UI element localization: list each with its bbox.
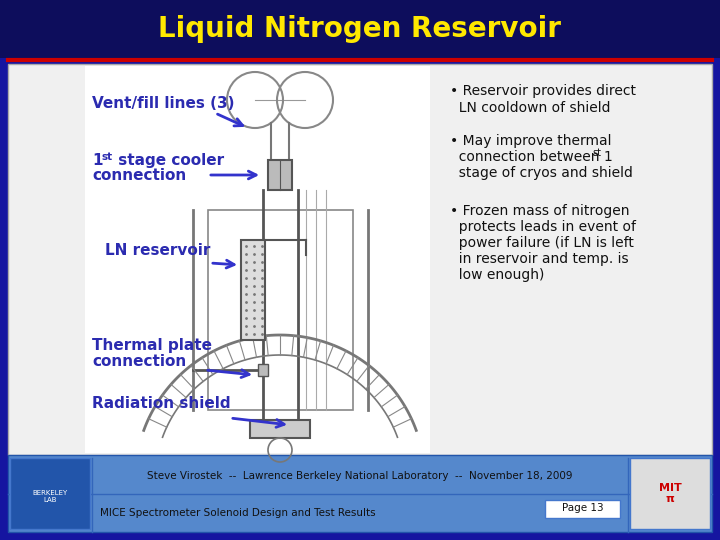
Bar xyxy=(10,458,90,529)
Text: • May improve thermal: • May improve thermal xyxy=(450,134,611,148)
Text: connection: connection xyxy=(92,168,186,183)
Bar xyxy=(268,160,292,190)
Text: LN cooldown of shield: LN cooldown of shield xyxy=(450,101,611,115)
Bar xyxy=(8,64,712,455)
Bar xyxy=(8,455,712,532)
Text: Steve Virostek  --  Lawrence Berkeley National Laboratory  --  November 18, 2009: Steve Virostek -- Lawrence Berkeley Nati… xyxy=(148,471,572,481)
Text: connection: connection xyxy=(92,354,186,369)
Text: MIT
π: MIT π xyxy=(659,483,681,504)
Text: stage of cryos and shield: stage of cryos and shield xyxy=(450,166,633,180)
Text: Radiation shield: Radiation shield xyxy=(92,396,230,411)
Bar xyxy=(630,458,710,529)
Text: Thermal plate: Thermal plate xyxy=(92,338,212,353)
Text: Page 13: Page 13 xyxy=(562,503,604,512)
Text: MICE Spectrometer Solenoid Design and Test Results: MICE Spectrometer Solenoid Design and Te… xyxy=(100,508,376,518)
Bar xyxy=(85,66,430,453)
Text: st: st xyxy=(101,152,112,162)
Text: LN reservoir: LN reservoir xyxy=(105,243,210,258)
Text: st: st xyxy=(592,148,601,158)
Text: Liquid Nitrogen Reservoir: Liquid Nitrogen Reservoir xyxy=(158,15,562,43)
Text: stage cooler: stage cooler xyxy=(113,153,224,168)
Bar xyxy=(0,0,720,58)
Text: Vent/fill lines (3): Vent/fill lines (3) xyxy=(92,96,235,111)
Text: in reservoir and temp. is: in reservoir and temp. is xyxy=(450,252,629,266)
Text: 1: 1 xyxy=(92,153,102,168)
Text: connection between 1: connection between 1 xyxy=(450,150,613,164)
Text: low enough): low enough) xyxy=(450,268,544,282)
Text: power failure (if LN is left: power failure (if LN is left xyxy=(450,236,634,250)
Text: protects leads in event of: protects leads in event of xyxy=(450,220,636,234)
Text: • Frozen mass of nitrogen: • Frozen mass of nitrogen xyxy=(450,204,629,218)
Text: BERKELEY
LAB: BERKELEY LAB xyxy=(32,490,68,503)
Bar xyxy=(545,500,620,518)
Text: • Reservoir provides direct: • Reservoir provides direct xyxy=(450,84,636,98)
Bar xyxy=(207,210,353,410)
Bar xyxy=(240,240,264,340)
Bar xyxy=(258,364,268,376)
Bar xyxy=(250,420,310,438)
